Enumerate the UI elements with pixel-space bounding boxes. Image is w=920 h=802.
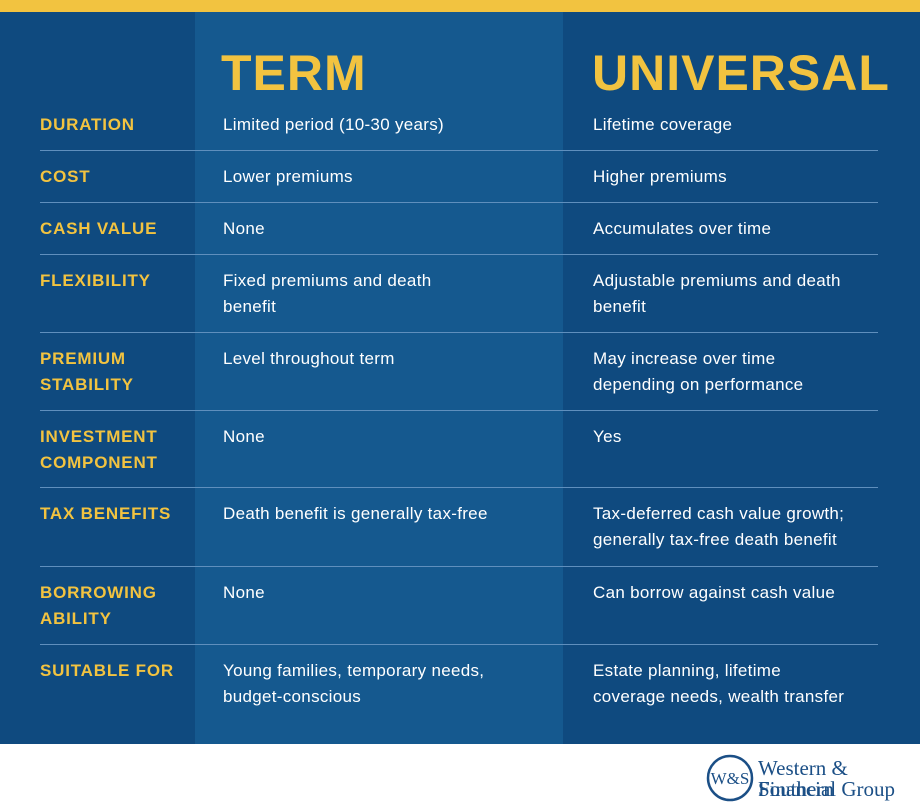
term-cell: None xyxy=(223,583,265,602)
row-divider xyxy=(40,566,878,567)
term-cell: Death benefit is generally tax-free xyxy=(223,504,488,523)
column-header: UNIVERSAL xyxy=(592,45,890,101)
emblem-ring xyxy=(706,754,754,802)
universal-cell: generally tax-free death benefit xyxy=(593,530,837,549)
row-label: CASH VALUE xyxy=(40,219,158,238)
logo-text: Western & Southern xyxy=(758,756,848,801)
term-cell: benefit xyxy=(223,297,277,316)
row-divider xyxy=(40,487,878,488)
universal-cell: Lifetime coverage xyxy=(593,115,733,134)
universal-cell: May increase over time xyxy=(593,349,776,368)
top-bar xyxy=(0,0,920,12)
universal-cell: Higher premiums xyxy=(593,167,727,186)
row-label: INVESTMENT xyxy=(40,427,158,446)
row-label: PREMIUM xyxy=(40,349,126,368)
term-cell: Fixed premiums and death xyxy=(223,271,432,290)
row-label: COMPONENT xyxy=(40,453,158,472)
column-header: TERM xyxy=(221,45,367,101)
row-divider xyxy=(40,254,878,255)
term-cell: None xyxy=(223,219,265,238)
row-divider xyxy=(40,644,878,645)
term-cell: Level throughout term xyxy=(223,349,395,368)
row-label: ABILITY xyxy=(40,609,112,628)
logo-text: Financial Group xyxy=(758,777,896,801)
row-label: COST xyxy=(40,167,91,186)
row-divider xyxy=(40,202,878,203)
row-label: FLEXIBILITY xyxy=(40,271,151,290)
emblem-text: W&S xyxy=(711,769,750,788)
term-cell: budget-conscious xyxy=(223,687,362,706)
row-divider xyxy=(40,150,878,151)
universal-cell: coverage needs, wealth transfer xyxy=(593,687,845,706)
term-cell: Lower premiums xyxy=(223,167,353,186)
row-label: SUITABLE FOR xyxy=(40,661,174,680)
universal-cell: depending on performance xyxy=(593,375,804,394)
row-divider xyxy=(40,332,878,333)
row-label: BORROWING xyxy=(40,583,157,602)
term-cell: Young families, temporary needs, xyxy=(223,661,485,680)
logo-emblem: W&S xyxy=(706,754,754,802)
universal-cell: Tax-deferred cash value growth; xyxy=(593,504,845,523)
term-column-bg xyxy=(195,12,563,744)
row-divider xyxy=(40,410,878,411)
row-label: STABILITY xyxy=(40,375,134,394)
universal-cell: Yes xyxy=(593,427,622,446)
term-cell: Limited period (10-30 years) xyxy=(223,115,444,134)
universal-cell: Accumulates over time xyxy=(593,219,772,238)
row-label: DURATION xyxy=(40,115,135,134)
universal-cell: Estate planning, lifetime xyxy=(593,661,781,680)
term-cell: None xyxy=(223,427,265,446)
universal-cell: benefit xyxy=(593,297,647,316)
row-label: TAX BENEFITS xyxy=(40,504,172,523)
universal-cell: Can borrow against cash value xyxy=(593,583,836,602)
universal-cell: Adjustable premiums and death xyxy=(593,271,841,290)
